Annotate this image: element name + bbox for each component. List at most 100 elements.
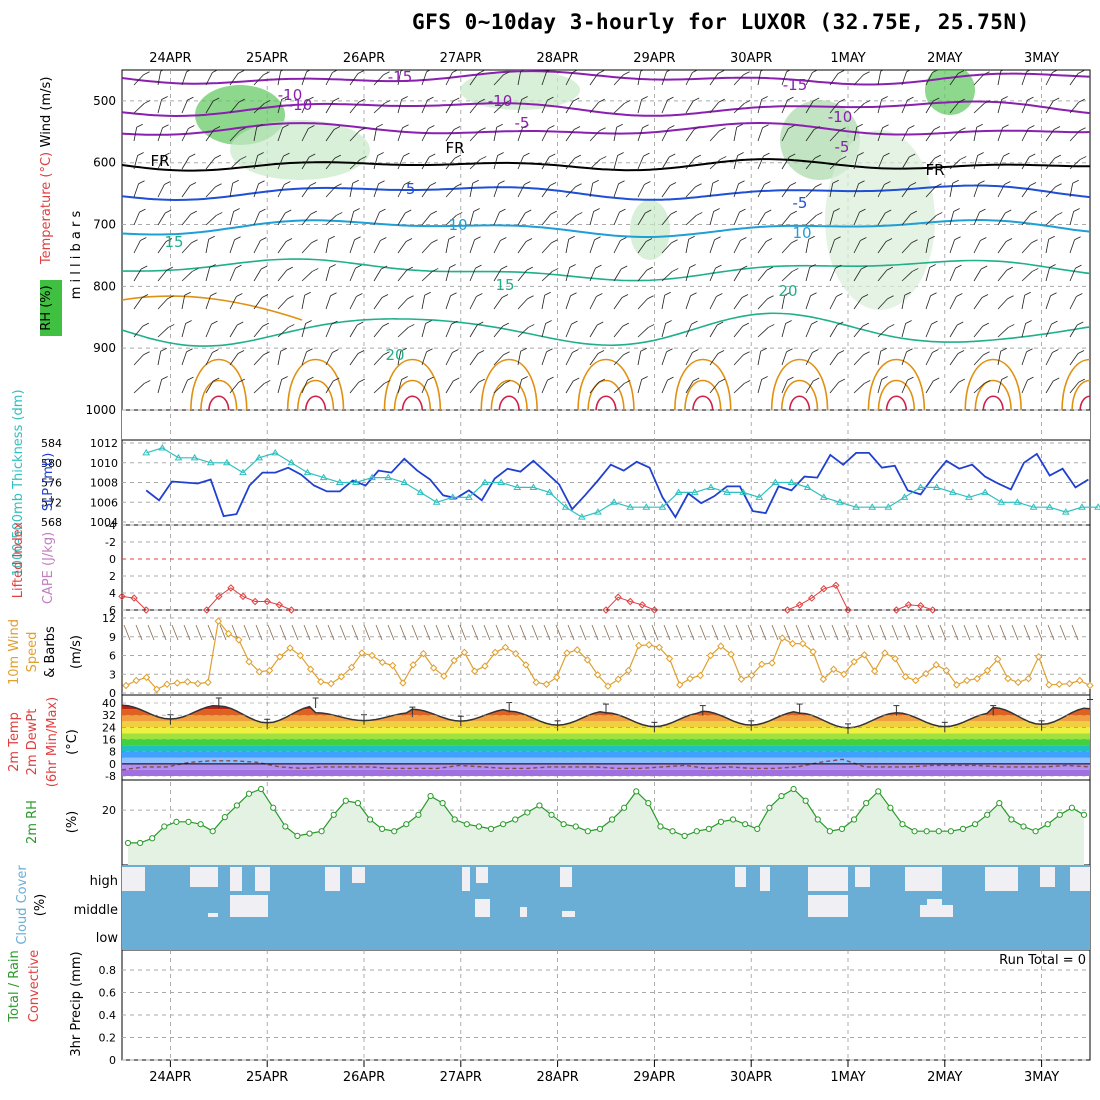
wind-barb-flag (334, 154, 341, 159)
wind-barb (565, 323, 572, 338)
wind-barb (469, 130, 480, 142)
wind-barb-flag (888, 324, 895, 328)
wind-barb-flag (332, 349, 339, 353)
wind-barb (469, 267, 476, 282)
lifted-index-marker (626, 597, 634, 606)
cloud-level-label: low (96, 931, 119, 946)
wind-speed-marker (276, 653, 284, 661)
wind-barb (253, 183, 259, 198)
wind-barb (421, 99, 428, 114)
wind-barb (805, 186, 816, 198)
wind-barb (733, 240, 741, 254)
wind-barb (733, 103, 745, 114)
wind-speed-marker (194, 679, 202, 688)
wind-barb-flag (933, 126, 941, 130)
date-label-bottom: 29APR (633, 1070, 675, 1085)
wind-barb-flag (262, 322, 269, 327)
wind-speed-marker (614, 675, 622, 683)
wind-barb-flag (1077, 321, 1084, 326)
contour-surface (877, 379, 916, 410)
wind-barb-10m (267, 624, 275, 641)
contour-freezing (122, 158, 1090, 172)
rh-marker (971, 821, 979, 828)
wind-barb-flag (381, 294, 389, 298)
cloud-gap (562, 911, 575, 917)
wind-barb-flag (885, 209, 892, 214)
wind-barb (877, 298, 888, 310)
wind-speed-marker (224, 629, 233, 638)
wind-barb-flag (233, 208, 240, 212)
thickness-marker (1013, 498, 1022, 505)
wind-barb (133, 383, 145, 394)
wind-barb (373, 354, 384, 366)
wind-barb (709, 324, 718, 338)
contour-label: 10 (792, 224, 811, 242)
wind-barb-flag (188, 125, 195, 129)
wind-barb-flag (621, 294, 629, 298)
wind-barb-flag (501, 265, 508, 270)
lifted-index-marker (142, 606, 150, 614)
wind-barb (661, 351, 667, 366)
thickness-marker (706, 483, 715, 490)
thickness-marker (932, 483, 941, 490)
wind-barb-flag (789, 153, 796, 158)
wind-barb-flag (693, 126, 701, 130)
wind-barb-10m (999, 624, 1007, 641)
contour-surface (393, 379, 432, 410)
wind-barb-flag (642, 124, 649, 129)
wind-barb-flag (503, 351, 510, 356)
wind-speed-marker (337, 673, 346, 681)
wind-barb (997, 184, 1005, 198)
wind-barb (493, 155, 499, 170)
wind-barb (589, 324, 598, 338)
slp-tick: 1006 (90, 496, 118, 509)
contour-label: -10 (288, 96, 313, 114)
wind-barb-flag (815, 183, 822, 188)
thickness-marker (513, 483, 522, 490)
wind-barb-10m (123, 624, 131, 641)
wind-barb (1045, 100, 1054, 114)
wind-barb-flag (984, 100, 991, 104)
wind-barb-flag (641, 96, 648, 100)
wind-barb-flag (161, 376, 168, 380)
wind-barb (493, 297, 503, 310)
wind-barb (1045, 352, 1053, 366)
wind-barb (565, 157, 576, 170)
wind-barb-flag (356, 293, 363, 297)
wind-speed-marker (327, 679, 335, 688)
wind-barb (829, 159, 841, 170)
wind-barb (661, 185, 671, 198)
wind-barb (157, 71, 162, 86)
wind-speed-marker (973, 674, 981, 683)
wind-barb (1021, 128, 1029, 142)
wind-barb-flag (648, 324, 655, 328)
date-label-top: 3MAY (1024, 51, 1059, 66)
wind-barb-flag (185, 320, 192, 324)
thickness-marker (352, 478, 360, 485)
ylabel-rh: RH (%) (39, 285, 54, 330)
wind-barb (133, 155, 139, 170)
contour-surface (674, 358, 732, 410)
wind-barb-flag (1055, 183, 1062, 188)
wind-barb-flag (623, 351, 630, 356)
rh-legend-swatch (40, 280, 62, 336)
wind-barb-10m (651, 624, 659, 641)
wind-barb (637, 127, 643, 142)
temp-band (122, 769, 1090, 776)
wind-barb (181, 71, 187, 86)
wind-barb-flag (449, 264, 456, 268)
wind-barb-flag (186, 70, 191, 73)
wind-barb-flag (715, 264, 722, 269)
wind-speed-marker (768, 659, 776, 667)
wind-speed-marker (911, 676, 920, 685)
wind-barb-flag (263, 351, 270, 356)
contour-label: FR (925, 161, 944, 179)
wind-barb-flag (405, 238, 413, 242)
wind-speed-marker (665, 654, 674, 663)
wind-speed-marker (255, 668, 264, 676)
wind-barb (853, 240, 861, 254)
wind-barb-flag (358, 98, 365, 103)
wind-barb-flag (383, 71, 390, 76)
wind-barb (709, 239, 715, 254)
